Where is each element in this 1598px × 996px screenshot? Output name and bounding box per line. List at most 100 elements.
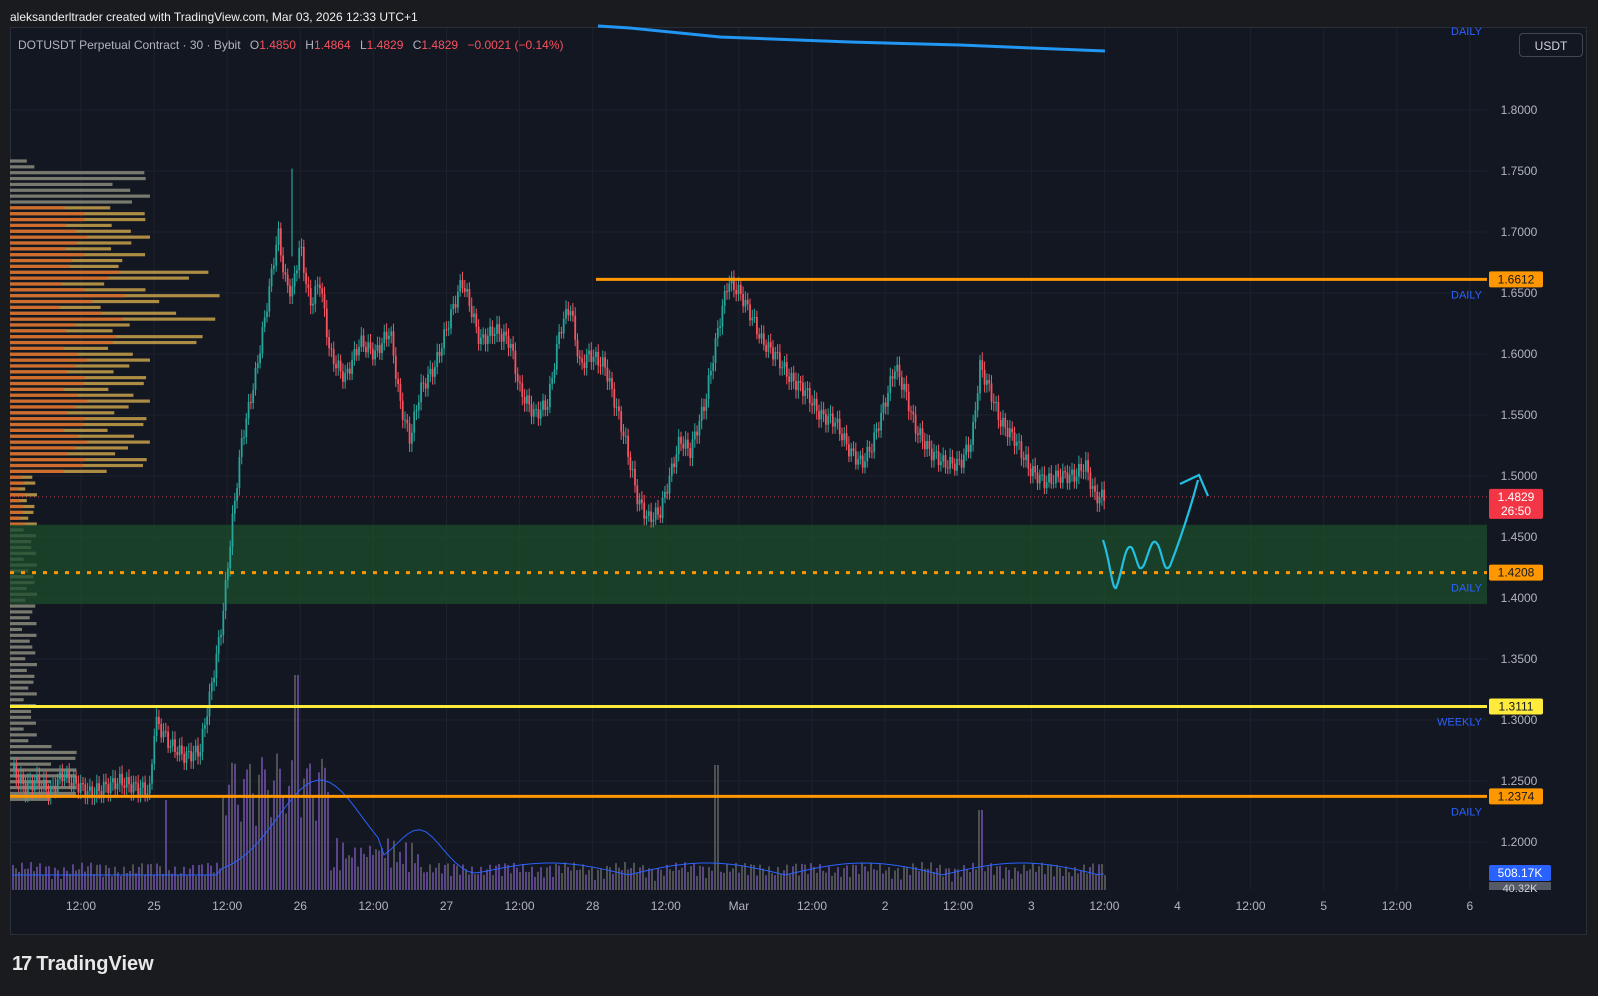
candle-body [707, 375, 710, 400]
volume-bar [858, 873, 860, 890]
volume-bar [693, 863, 695, 890]
candle-body [91, 786, 94, 798]
candle-body [687, 439, 689, 449]
volume-bar [864, 866, 866, 890]
candle-body [779, 352, 781, 369]
volume-bar [192, 864, 194, 890]
candle-body [882, 402, 885, 413]
volume-bar [288, 785, 290, 890]
candle-body [537, 409, 540, 419]
candle-body [376, 344, 379, 351]
currency-selector[interactable]: USDT [1519, 33, 1583, 57]
volume-profile-bar [10, 176, 146, 181]
volume-bar [516, 867, 518, 890]
volume-bar [1041, 862, 1043, 890]
volume-bar [549, 865, 551, 890]
candle-body [912, 411, 915, 415]
volume-bar [789, 874, 791, 890]
candle-body [337, 360, 340, 369]
candle-body [385, 331, 388, 340]
volume-bar [1032, 862, 1034, 890]
volume-bar [429, 864, 431, 890]
candle-body [273, 265, 275, 269]
candle-body [309, 288, 312, 306]
volume-bar [375, 849, 377, 890]
candle-body [268, 286, 271, 312]
candle-body [353, 349, 356, 360]
candle-body [1038, 474, 1041, 484]
candle-body [544, 400, 547, 410]
volume-bar [270, 817, 272, 890]
candle-body [300, 246, 303, 248]
volume-bar [111, 876, 113, 890]
candle-body [963, 454, 965, 468]
volume-bar [450, 876, 452, 890]
price-tick-label: 1.4500 [1501, 530, 1538, 544]
volume-bar [432, 872, 434, 890]
volume-bar [51, 879, 53, 890]
candle-body [109, 782, 112, 794]
volume-bar [438, 863, 440, 890]
volume-bar [207, 863, 209, 890]
candle-body [907, 391, 910, 412]
candle-body [100, 790, 103, 795]
volume-bar [18, 871, 20, 890]
volume-bar [285, 813, 287, 890]
candle-body [565, 308, 567, 319]
candle-body [270, 268, 273, 287]
volume-bar [726, 864, 728, 890]
candle-body [638, 499, 641, 505]
volume-bar [570, 870, 572, 890]
candle-body [84, 784, 87, 798]
candle-body [486, 335, 489, 345]
candle-body [880, 412, 882, 431]
volume-bar [1005, 867, 1007, 890]
volume-bar [123, 866, 125, 890]
volume-bar [1029, 869, 1031, 890]
arrow-head [1179, 473, 1210, 497]
volume-bar [978, 810, 980, 890]
candle-body [86, 791, 89, 798]
volume-bar [552, 876, 554, 890]
candle-body [751, 317, 754, 321]
volume-bar [1071, 876, 1073, 890]
wave-path [1101, 479, 1200, 590]
volume-bar [459, 874, 461, 890]
candle-body [26, 781, 29, 794]
candle-body [459, 280, 462, 292]
candle-body [937, 451, 940, 466]
candle-body [215, 653, 218, 678]
candle-body [822, 409, 825, 415]
volume-bar [384, 858, 386, 890]
candle-body [15, 764, 18, 779]
candle-body [1059, 477, 1062, 483]
volume-bar [765, 875, 767, 890]
candle-body [121, 773, 123, 786]
volume-bar [1014, 867, 1016, 890]
candle-body [31, 780, 34, 791]
candle-body [390, 331, 393, 336]
candle-body [107, 784, 110, 794]
candle-body [1034, 466, 1037, 473]
candle-body [1061, 471, 1064, 483]
volume-bar [213, 872, 215, 890]
volume-bar [648, 868, 650, 890]
volume-bar [927, 868, 929, 890]
candle-body [850, 448, 853, 457]
volume-bar [1035, 871, 1037, 890]
volume-bar [495, 865, 497, 890]
candle-body [477, 326, 480, 344]
candle-body [917, 433, 919, 435]
volume-bar [987, 866, 989, 890]
candle-body [636, 485, 639, 505]
volume-profile-bar [10, 686, 29, 690]
volume-bar [1101, 863, 1103, 890]
volume-bar [687, 872, 689, 890]
price-tick-label: 1.7000 [1501, 225, 1538, 239]
candle-body [756, 316, 758, 335]
candle-body [818, 411, 820, 420]
candle-body [551, 377, 554, 385]
volume-bar [990, 863, 992, 890]
volume-bar [702, 866, 704, 890]
